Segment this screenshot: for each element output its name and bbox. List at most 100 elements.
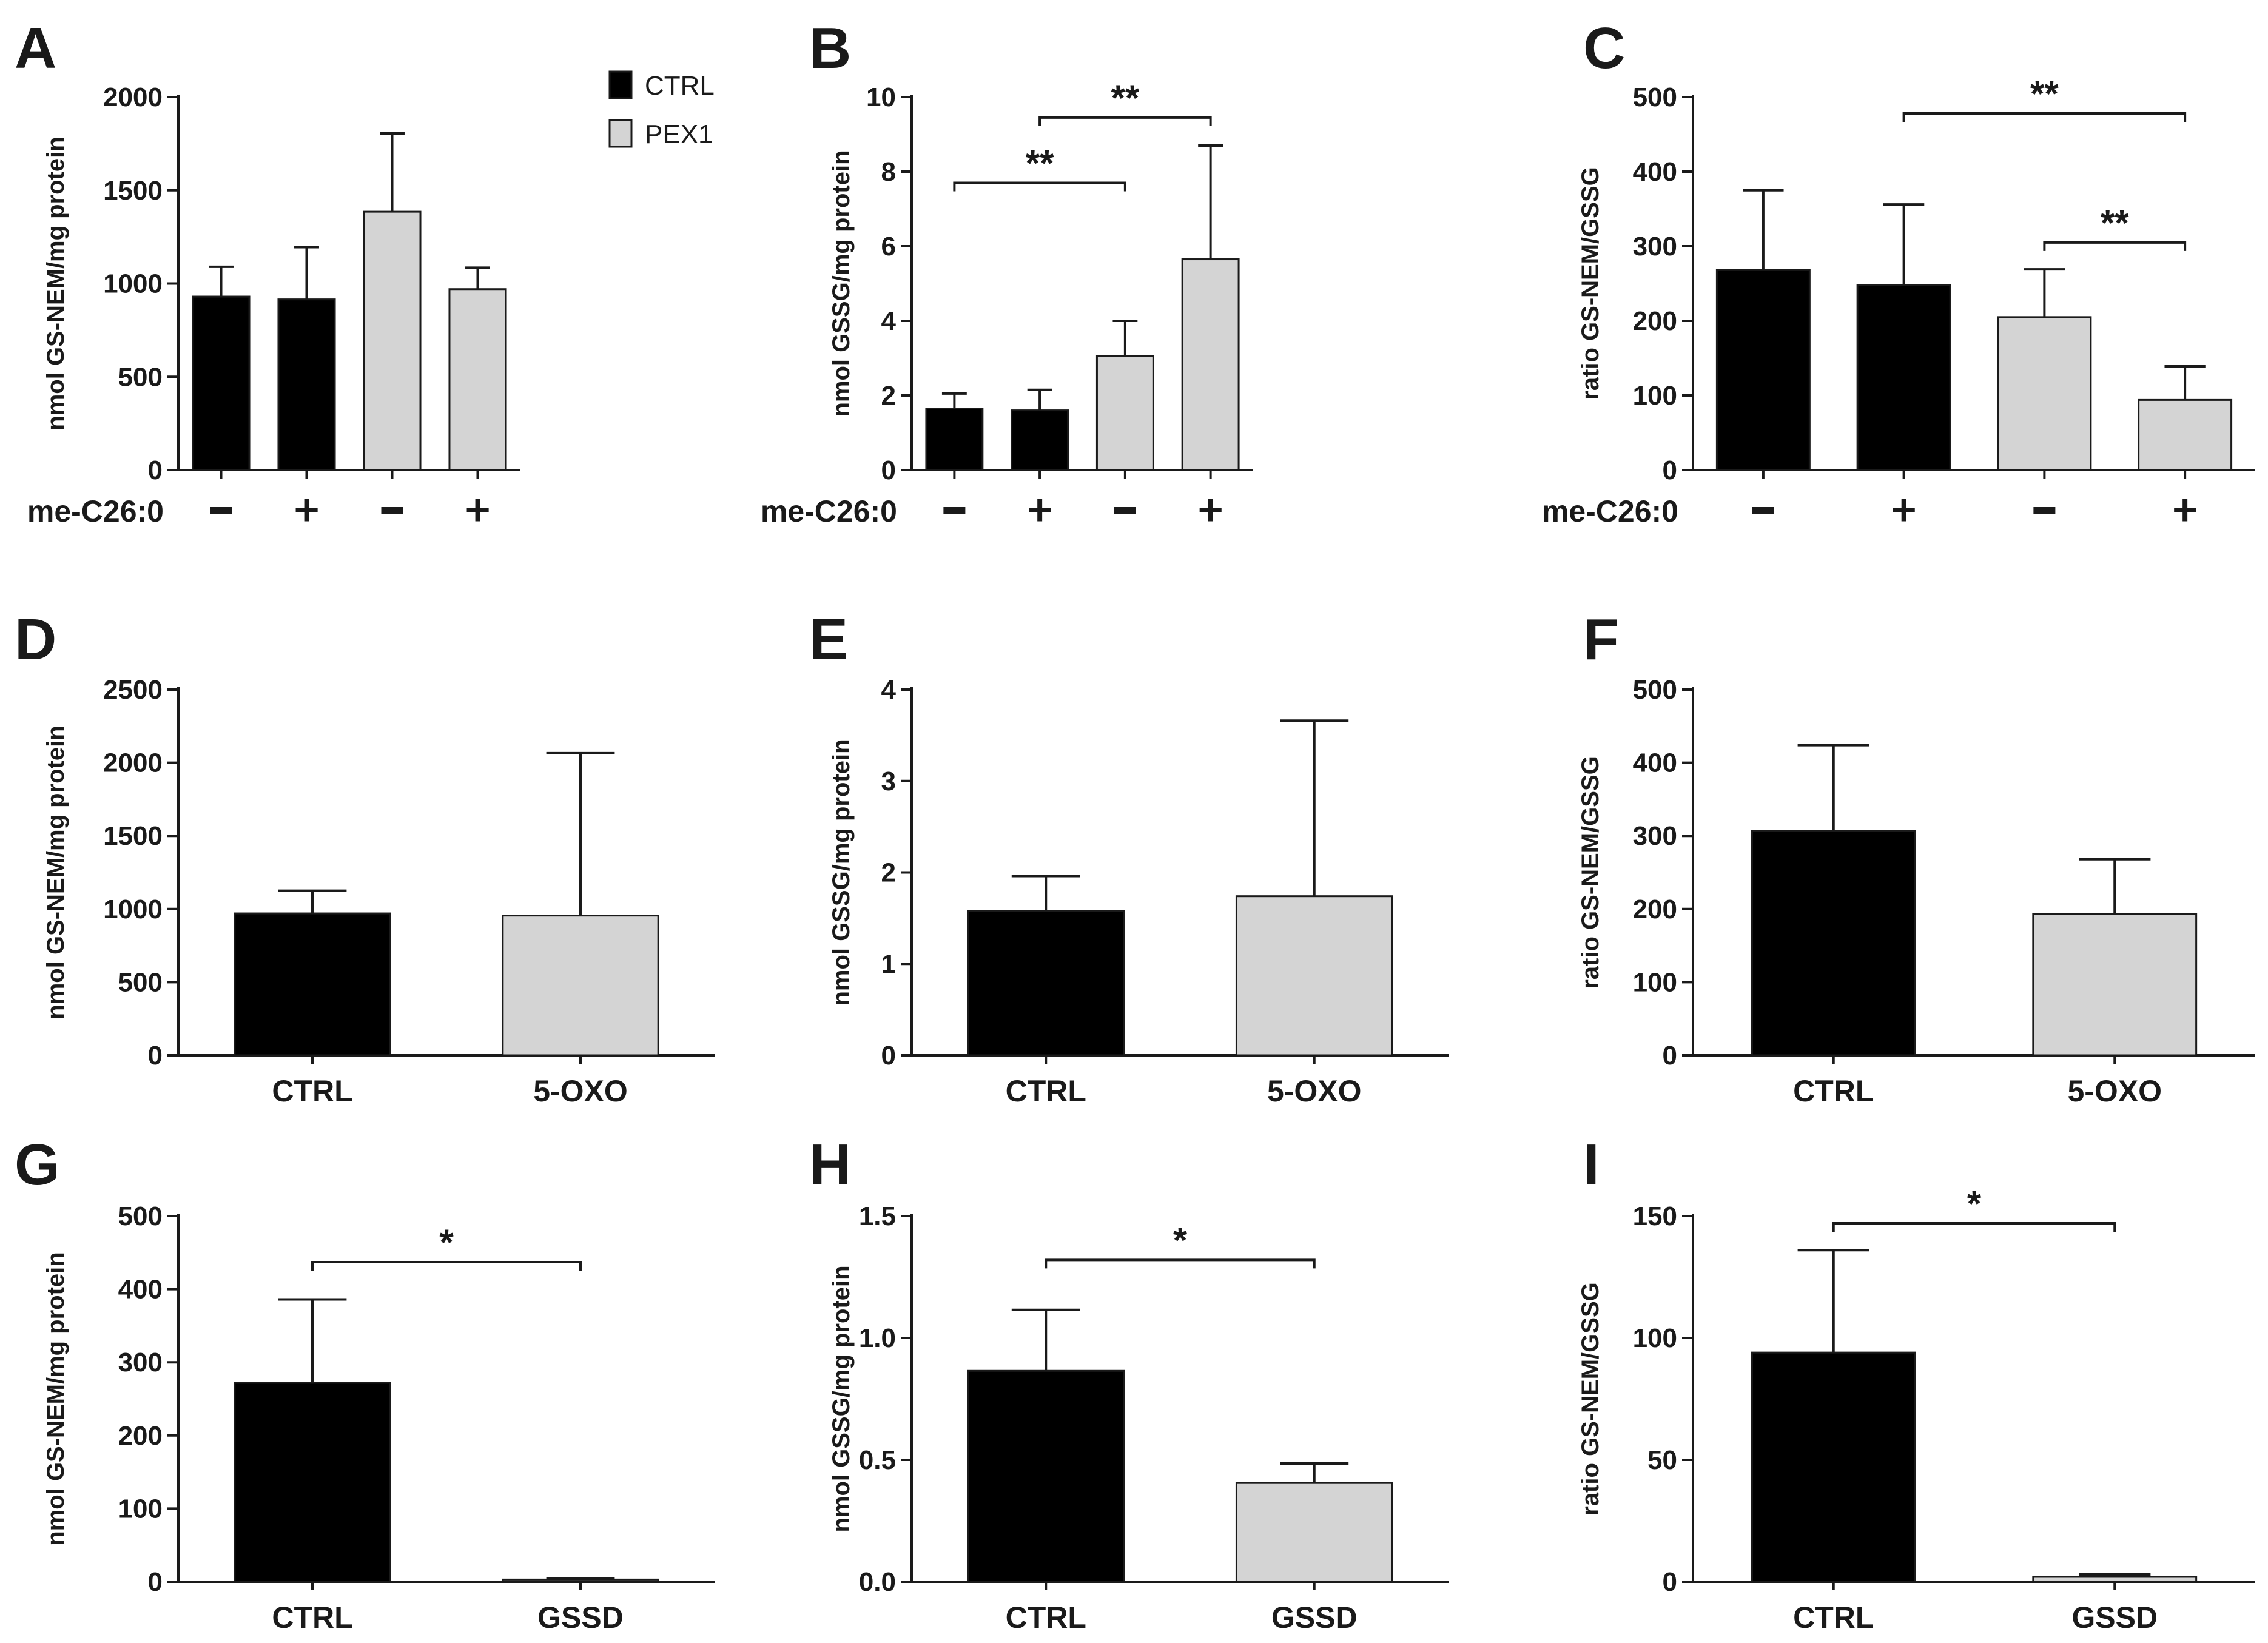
error-bar [1011,875,1080,911]
y-tick-label: 0 [148,455,163,485]
bar-ctrl [1751,830,1916,1057]
minus-sign [210,507,232,514]
y-tick-label: 300 [118,1348,163,1377]
y-tick-label: 200 [1633,306,1677,336]
x-category-label: 5-OXO [1267,1074,1362,1108]
treatment-label: me-C26:0 [761,494,897,528]
significance-bracket [1832,1222,2116,1232]
error-bar [1198,144,1223,260]
error-bar [2024,268,2065,317]
legend-swatch-pex1 [608,119,633,148]
significance-stars: ** [1111,78,1140,118]
x-category-label: - [385,486,400,534]
x-category-label: GSSD [1271,1601,1358,1635]
bar-patient [502,1578,659,1583]
x-category-label: CTRL [1793,1601,1874,1635]
error-bar [294,246,319,300]
x-category-label: - [1756,486,1771,534]
bar-ctrl [234,912,391,1057]
treatment-label: me-C26:0 [1542,494,1678,528]
bar-patient [1235,1482,1393,1583]
bar-patient [363,210,422,471]
error-bar [1797,1249,1869,1353]
x-category-label: + [2172,486,2198,534]
bar-patient [1095,355,1154,471]
error-bar [1280,719,1349,896]
y-tick-label: 0 [1663,455,1677,485]
y-tick-label: 2000 [103,82,163,112]
x-category-label: CTRL [272,1601,352,1635]
error-bar [278,889,347,914]
error-bar [2079,1573,2151,1577]
y-axis-label: ratio GS-NEM/GSSG [1577,1282,1604,1516]
panel-letter: A [15,16,56,81]
error-bar [1011,1308,1080,1371]
legend-label: CTRL [645,71,715,101]
y-axis-label: nmol GSSG/mg protein [828,150,855,417]
significance-bracket [1902,112,2187,123]
y-tick-label: 2 [881,858,896,888]
x-category-label: + [294,486,319,534]
y-tick-label: 400 [118,1275,163,1305]
y-tick-label: 200 [118,1421,163,1451]
x-category-label: GSSD [537,1601,624,1635]
y-tick-label: 1.5 [859,1201,896,1231]
bar-patient [2032,913,2198,1057]
x-category-label: CTRL [272,1074,352,1108]
bar-patient [502,915,659,1057]
bar-patient [2138,398,2233,471]
significance-bracket [2043,241,2187,251]
significance-stars: * [439,1222,454,1263]
error-bar [941,392,967,409]
y-tick-label: 100 [1633,1323,1677,1353]
minus-sign [943,507,966,514]
x-category-label: + [465,486,490,534]
x-category-label: GSSD [2071,1601,2158,1635]
treatment-label: me-C26:0 [27,494,164,528]
y-tick-label: 2 [881,381,896,411]
bar-ctrl [234,1382,391,1583]
x-category-label: + [1027,486,1052,534]
y-tick-label: 400 [1633,748,1677,778]
legend-label: PEX1 [645,119,713,149]
y-tick-label: 1000 [103,895,163,924]
y-axis-label: nmol GSSG/mg protein [828,1265,855,1532]
x-category-label: CTRL [1006,1601,1086,1635]
y-tick-label: 300 [1633,232,1677,261]
y-tick-label: 500 [118,362,163,392]
y-tick-label: 50 [1647,1445,1677,1475]
minus-sign [2033,507,2056,514]
y-tick-label: 1 [881,949,896,979]
x-category-label: CTRL [1006,1074,1086,1108]
y-tick-label: 100 [118,1494,163,1524]
y-tick-label: 0 [148,1567,163,1597]
x-category-label: - [2037,486,2051,534]
significance-stars: ** [2030,73,2059,114]
x-category-label: CTRL [1793,1074,1874,1108]
bar-patient [1181,258,1240,471]
y-tick-label: 2500 [103,675,163,705]
error-bar [1797,744,1869,831]
legend: CTRL PEX1 [608,70,715,149]
y-tick-label: 0.5 [859,1445,896,1475]
significance-bracket [1045,1258,1316,1269]
y-axis-label: ratio GS-NEM/GSSG [1577,756,1604,989]
y-tick-label: 100 [1633,381,1677,411]
y-tick-label: 500 [1633,82,1677,112]
bar-ctrl [1715,269,1811,471]
legend-swatch-ctrl [608,70,633,99]
panel-letter: G [15,1132,60,1197]
error-bar [278,1298,347,1383]
y-tick-label: 0 [881,455,896,485]
y-tick-label: 300 [1633,821,1677,851]
minus-sign [1752,507,1774,514]
panel-letter: D [15,607,56,672]
y-tick-label: 150 [1633,1201,1677,1231]
x-category-label: + [1891,486,1917,534]
y-axis-label: nmol GS-NEM/mg protein [42,1252,69,1545]
bar-patient [1997,316,2092,471]
